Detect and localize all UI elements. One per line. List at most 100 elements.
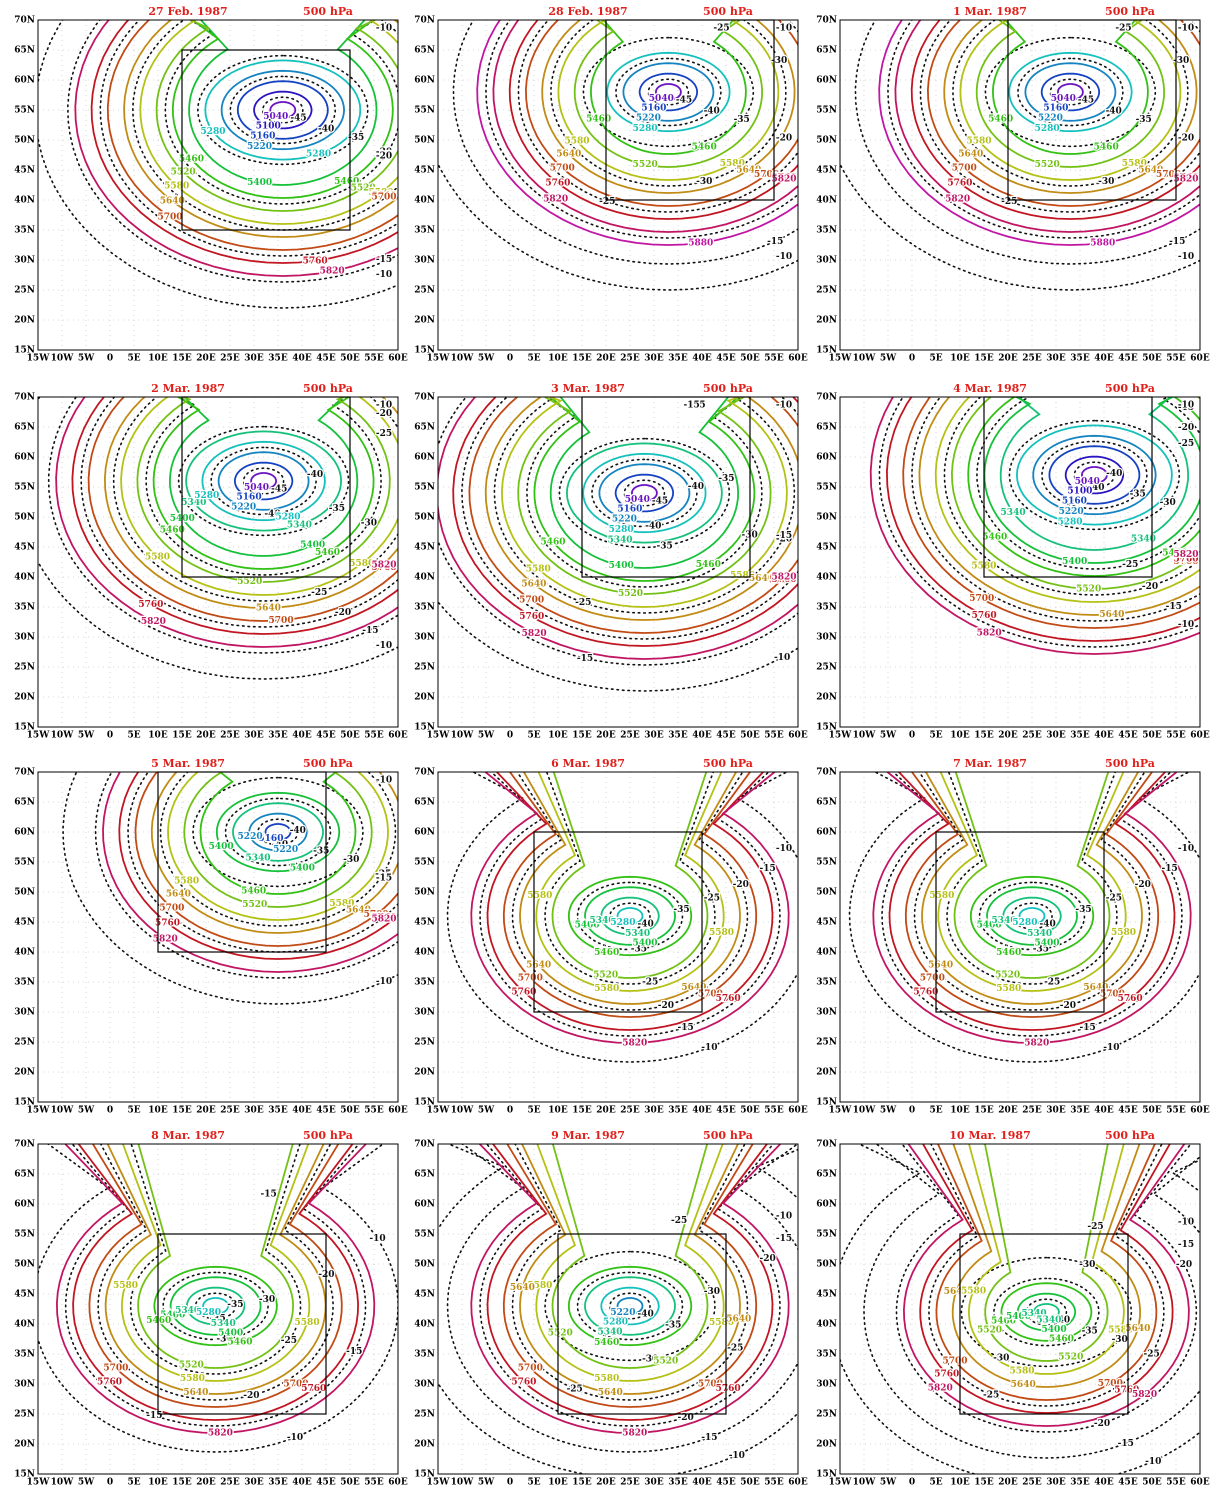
lon-tick-label: 0 [507, 354, 513, 364]
temperature-label: -35 [1082, 1326, 1098, 1336]
lat-tick-label: 15N [14, 723, 35, 733]
lat-tick-label: 55N [816, 483, 837, 493]
height-contour [967, 1144, 1125, 1375]
lat-tick-label: 65N [14, 423, 35, 433]
temperature-label: -25 [1178, 439, 1194, 449]
lon-tick-label: 10E [148, 731, 168, 741]
height-label: 5760 [97, 1378, 122, 1388]
height-label: 5340 [245, 853, 270, 863]
lat-tick-label: 30N [14, 1380, 35, 1390]
height-label: 5640 [1138, 165, 1163, 175]
height-label: 5460 [160, 526, 185, 536]
height-label: 5220 [1038, 113, 1063, 123]
height-label: 5100 [1067, 486, 1092, 496]
height-contour [919, 1144, 1174, 1414]
contours [848, 772, 1200, 1063]
lat-tick-label: 55N [414, 858, 435, 868]
height-label: 5640 [726, 1315, 751, 1325]
height-contour [220, 69, 346, 151]
lat-tick-label: 20N [414, 316, 435, 326]
lon-tick-label: 5E [127, 1106, 140, 1116]
height-label: 5340 [1001, 508, 1026, 518]
height-label: 5580 [527, 1281, 552, 1291]
lon-tick-label: 45E [1118, 1478, 1138, 1488]
lat-tick-label: 20N [816, 1068, 837, 1078]
height-label: 5760 [934, 1369, 959, 1379]
height-contour [55, 1144, 376, 1434]
height-label: 5700 [920, 973, 945, 983]
height-label: 5700 [159, 904, 184, 914]
height-label: 5280 [201, 127, 226, 137]
temperature-label: -25 [1178, 133, 1194, 143]
height-contour [565, 442, 723, 544]
lon-tick-label: 60E [388, 354, 408, 364]
height-label: 5520 [242, 900, 267, 910]
temperature-label: -15 [684, 401, 700, 411]
lat-tick-label: 50N [414, 1260, 435, 1270]
panel-frame [437, 396, 799, 728]
lat-tick-label: 55N [414, 483, 435, 493]
height-contour [452, 397, 798, 647]
lon-tick-label: 40E [292, 731, 312, 741]
lat-tick-label: 25N [414, 1038, 435, 1048]
lon-tick-label: 5W [78, 354, 95, 364]
height-label: 5100 [256, 121, 281, 131]
lat-tick-label: 35N [414, 226, 435, 236]
temperature-label: -25 [1044, 978, 1060, 988]
temperature-label: -30 [642, 1354, 658, 1364]
height-contour [894, 20, 1200, 233]
lon-tick-label: 55E [364, 354, 384, 364]
lon-tick-label: 40E [292, 354, 312, 364]
height-contour [551, 772, 709, 979]
panel-frame [437, 771, 799, 1103]
lon-tick-label: 55E [764, 354, 784, 364]
height-label: 5700 [969, 594, 994, 604]
lon-tick-label: 35E [268, 731, 288, 741]
lat-tick-label: 25N [816, 1410, 837, 1420]
lon-tick-label: 35E [1070, 731, 1090, 741]
height-label: 5280 [275, 512, 300, 522]
height-label: 5460 [594, 1338, 619, 1348]
map-panel: 7 Mar. 1987 500 hPa 15W 10W 5W 0 5E 10E 15E 20E 25… [816, 757, 1210, 1116]
height-contour [250, 472, 278, 490]
height-contour [185, 1286, 246, 1326]
height-label: 5580 [368, 188, 393, 198]
height-contour [934, 397, 1200, 603]
height-label: 5040 [244, 483, 269, 493]
lat-tick-label: 20N [414, 1440, 435, 1450]
lon-tick-label: 45E [316, 1478, 336, 1488]
height-contour [598, 463, 691, 523]
lat-tick-label: 65N [14, 1170, 35, 1180]
height-contour [984, 1144, 1109, 1362]
lon-tick-label: 55E [764, 1106, 784, 1116]
lat-tick-label: 30N [414, 1380, 435, 1390]
height-label: 5580 [967, 137, 992, 147]
temperature-label: -15 [1178, 24, 1194, 34]
lat-tick-label: 40N [14, 196, 35, 206]
height-label: 5220 [231, 502, 256, 512]
lat-tick-label: 25N [816, 1038, 837, 1048]
temperature-label: -25 [376, 429, 392, 439]
temperature-label: -25 [776, 133, 792, 143]
temperature-contour [1041, 440, 1148, 510]
height-label: 5520 [179, 1360, 204, 1370]
lon-tick-label: 30E [644, 1106, 664, 1116]
lat-tick-label: 70N [14, 16, 35, 26]
height-label: 5820 [522, 629, 547, 639]
lon-tick-label: 10W [853, 1106, 877, 1116]
temperature-label: -10 [776, 401, 792, 411]
lon-tick-label: 10E [548, 354, 568, 364]
height-label: 5640 [736, 165, 761, 175]
temperature-label: -10 [376, 776, 392, 786]
lon-tick-label: 20E [596, 1478, 616, 1488]
temperature-label: -10 [369, 1234, 385, 1244]
height-contour [269, 101, 297, 119]
height-contour [541, 20, 796, 194]
height-label: 5760 [303, 256, 328, 266]
lat-tick-label: 65N [816, 1170, 837, 1180]
lat-tick-label: 40N [414, 573, 435, 583]
lat-tick-label: 15N [14, 1098, 35, 1108]
temperature-contour [38, 1144, 398, 1453]
height-contour [1040, 72, 1101, 112]
